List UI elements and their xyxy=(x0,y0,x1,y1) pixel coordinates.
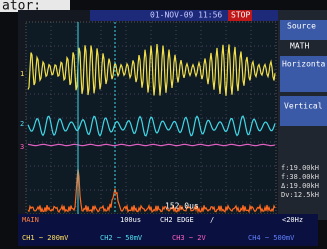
slope: / xyxy=(210,216,214,224)
channel-setting: CH3 ~ 2V xyxy=(172,234,207,242)
menu-item: Horizonta xyxy=(282,60,326,69)
status: STOP xyxy=(231,11,250,20)
trigger: CH2 EDGE xyxy=(160,216,194,224)
readout: Δ:19.00kH xyxy=(281,182,319,190)
menu-item: Vertical xyxy=(284,102,323,111)
channel-marker: 3 xyxy=(20,143,24,151)
mode: MAIN xyxy=(22,216,39,224)
oscilloscope: ator: 01-NOV-09 11:56 STOP 1 2 3 152.0us… xyxy=(0,0,327,249)
channel-setting: CH2 ~ 50mV xyxy=(100,234,143,242)
menu-button[interactable] xyxy=(280,96,327,126)
readout: Dv:12.5kH xyxy=(281,191,319,199)
trigger-freq: <20Hz xyxy=(282,216,303,224)
channel-marker: 2 xyxy=(20,120,24,128)
menu-item: MATH xyxy=(290,42,309,51)
cursor-readout: 152.0us xyxy=(165,202,199,211)
channel-marker: 1 xyxy=(20,70,24,78)
timestamp: 01-NOV-09 11:56 xyxy=(150,11,222,20)
readout: f:19.00kH xyxy=(281,164,319,172)
menu-item: Source xyxy=(287,22,316,31)
photo: ator: 01-NOV-09 11:56 STOP 1 2 3 152.0us… xyxy=(0,0,327,249)
readout: f:38.00kH xyxy=(281,173,319,181)
channel-setting: CH1 ~ 200mV xyxy=(22,234,69,242)
channel-setting: CH4 ~ 500mV xyxy=(248,234,295,242)
timebase: 100us xyxy=(120,216,141,224)
